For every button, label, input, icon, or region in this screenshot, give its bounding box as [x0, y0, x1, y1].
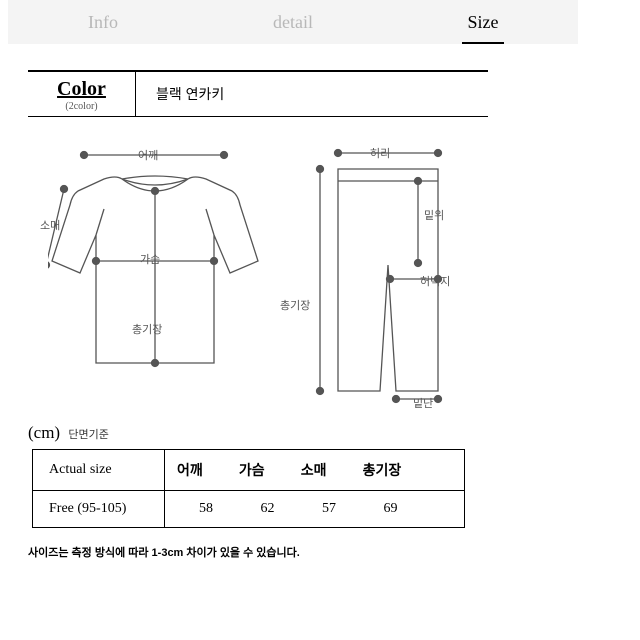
diagram-svg: [48, 137, 478, 417]
label-waist: 허리: [370, 145, 390, 161]
label-pants-length: 총기장: [280, 297, 310, 313]
tab-size[interactable]: Size: [388, 4, 578, 41]
color-title: Color: [28, 78, 135, 101]
table-header-cols: 어깨 가슴 소매 총기장: [165, 450, 465, 491]
color-row: Color (2color) 블랙 연카키: [28, 70, 488, 117]
tab-detail[interactable]: detail: [198, 4, 388, 41]
table-row-label: Free (95-105): [33, 491, 165, 528]
unit-cm: (cm): [28, 423, 60, 442]
size-table: Actual size 어깨 가슴 소매 총기장 Free (95-105) 5…: [32, 449, 465, 528]
tab-info[interactable]: Info: [8, 4, 198, 41]
label-hem: 밑단: [413, 395, 433, 411]
tab-bar: Info detail Size: [8, 0, 578, 44]
label-rise: 밑위: [424, 207, 444, 223]
label-chest: 가슴: [140, 251, 160, 267]
color-subtitle: (2color): [28, 101, 135, 112]
table-row-values: 58 62 57 69: [165, 491, 465, 528]
size-diagram: 어깨 소매 가슴 총기장 허리 밑위 허벅지 밑단 총기장: [48, 137, 478, 417]
unit-row: (cm) 단면기준: [28, 423, 612, 443]
label-thigh: 허벅지: [420, 273, 450, 289]
table-header-label: Actual size: [33, 450, 165, 491]
footnote: 사이즈는 측정 방식에 따라 1-3cm 차이가 있을 수 있습니다.: [28, 544, 612, 560]
unit-note: 단면기준: [68, 429, 108, 441]
color-values: 블랙 연카키: [136, 72, 488, 116]
label-shirt-length: 총기장: [132, 321, 162, 337]
label-shoulder: 어깨: [138, 147, 158, 163]
label-sleeve: 소매: [40, 217, 60, 233]
